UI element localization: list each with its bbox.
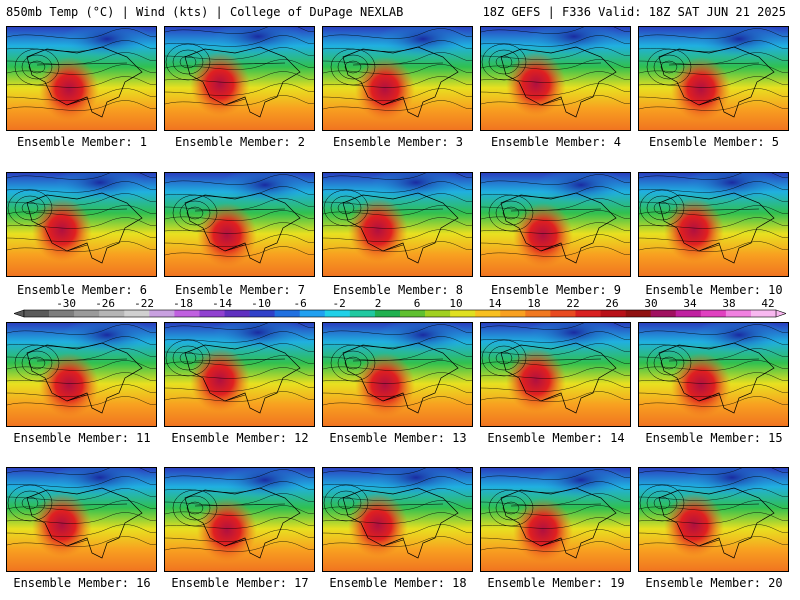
ensemble-map-panel [638,322,789,427]
ensemble-member-label: Ensemble Member: 5 [648,135,780,149]
ensemble-map-panel [480,26,631,131]
colorbar-swatch [700,310,727,317]
colorbar-swatch [625,310,651,317]
colorbar-right-arrow [775,309,787,318]
colorbar-tick-label: -10 [251,297,271,310]
ensemble-map-panel [480,172,631,277]
ensemble-map-panel [322,172,473,277]
colorbar-swatch [224,310,250,317]
colorbar-swatch [650,310,677,317]
colorbar-swatch [149,310,175,317]
ensemble-map-panel [164,322,315,427]
colorbar-svg: -30 -26 -22 -18 -14 -10 -6 -2 2 6 10 14 18 22 26 30 34 38… [13,297,787,318]
colorbar-swatch [425,310,451,317]
colorbar-tick-label: 10 [449,297,462,310]
temperature-colorbar: -30 -26 -22 -18 -14 -10 -6 -2 2 6 10 14 18 22 26 30 34 38… [13,297,787,321]
ensemble-map-panel [638,467,789,572]
ensemble-member-label: Ensemble Member: 12 [171,431,309,445]
colorbar-swatch [374,310,401,317]
colorbar-tick-label: 42 [761,297,774,310]
ensemble-map-panel [322,322,473,427]
ensemble-map-panel [6,467,157,572]
ensemble-map-panel [322,26,473,131]
colorbar-swatch [249,310,275,317]
ensemble-map-panel [6,322,157,427]
colorbar-tick-label: 34 [683,297,697,310]
ensemble-member-label: Ensemble Member: 17 [171,576,309,590]
colorbar-swatch [274,310,301,317]
colorbar-tick-label: -18 [173,297,193,310]
ensemble-member-label: Ensemble Member: 13 [329,431,467,445]
colorbar-tick-label: 2 [375,297,382,310]
ensemble-map-panel [480,467,631,572]
ensemble-member-label: Ensemble Member: 10 [645,283,783,297]
ensemble-member-label: Ensemble Member: 3 [332,135,464,149]
colorbar-swatch [525,310,551,317]
ensemble-map-panel [322,467,473,572]
colorbar-swatch [400,310,426,317]
colorbar-swatch [174,310,200,317]
colorbar-swatch [600,310,626,317]
colorbar-tick-label: 6 [414,297,421,310]
ensemble-member-label: Ensemble Member: 11 [13,431,151,445]
run-info: 18Z GEFS | F336 Valid: 18Z SAT JUN 21 20… [482,5,786,19]
colorbar-swatch [349,310,376,317]
ensemble-map-panel [164,26,315,131]
ensemble-map-panel [638,172,789,277]
colorbar-left-arrow [13,309,25,318]
ensemble-member-label: Ensemble Member: 7 [174,283,306,297]
colorbar-tick-label: 30 [644,297,657,310]
ensemble-member-label: Ensemble Member: 9 [490,283,622,297]
ensemble-map-panel [164,172,315,277]
colorbar-swatch [324,310,351,317]
ensemble-member-label: Ensemble Member: 8 [332,283,464,297]
ensemble-map-panel [638,26,789,131]
colorbar-tick-label: -14 [212,297,232,310]
colorbar-tick-label: -26 [95,297,115,310]
colorbar-tick-label: 14 [488,297,502,310]
colorbar-swatch [550,310,576,317]
ensemble-member-label: Ensemble Member: 2 [174,135,306,149]
colorbar-swatch [575,310,601,317]
colorbar-tick-label: -2 [332,297,345,310]
ensemble-member-label: Ensemble Member: 19 [487,576,625,590]
ensemble-member-label: Ensemble Member: 20 [645,576,783,590]
colorbar-swatch [74,310,100,317]
colorbar-tick-label: -6 [293,297,306,310]
colorbar-tick-label: -22 [134,297,154,310]
colorbar-tick-label: 38 [722,297,735,310]
ensemble-map-panel [6,172,157,277]
ensemble-map-panel [164,467,315,572]
ensemble-map-panel [6,26,157,131]
colorbar-swatch [49,310,75,317]
colorbar-swatch [475,310,501,317]
colorbar-tick-label: 26 [605,297,618,310]
colorbar-swatch [675,310,702,317]
colorbar-tick-label: 18 [527,297,540,310]
ensemble-member-label: Ensemble Member: 14 [487,431,625,445]
colorbar-tick-label: -30 [56,297,76,310]
colorbar-swatch [24,310,50,317]
ensemble-member-label: Ensemble Member: 4 [490,135,622,149]
colorbar-tick-label: 22 [566,297,579,310]
ensemble-member-label: Ensemble Member: 18 [329,576,467,590]
colorbar-swatch [750,310,777,317]
colorbar-swatch [450,310,476,317]
ensemble-member-label: Ensemble Member: 16 [13,576,151,590]
colorbar-swatch [99,310,125,317]
map-title: 850mb Temp (°C) | Wind (kts) | College o… [6,5,404,19]
ensemble-member-label: Ensemble Member: 6 [16,283,148,297]
ensemble-member-label: Ensemble Member: 1 [16,135,148,149]
colorbar-swatch [725,310,752,317]
colorbar-swatch [124,310,150,317]
ensemble-map-panel [480,322,631,427]
ensemble-member-label: Ensemble Member: 15 [645,431,783,445]
colorbar-swatch [199,310,225,317]
colorbar-swatch [299,310,326,317]
colorbar-swatch [500,310,526,317]
